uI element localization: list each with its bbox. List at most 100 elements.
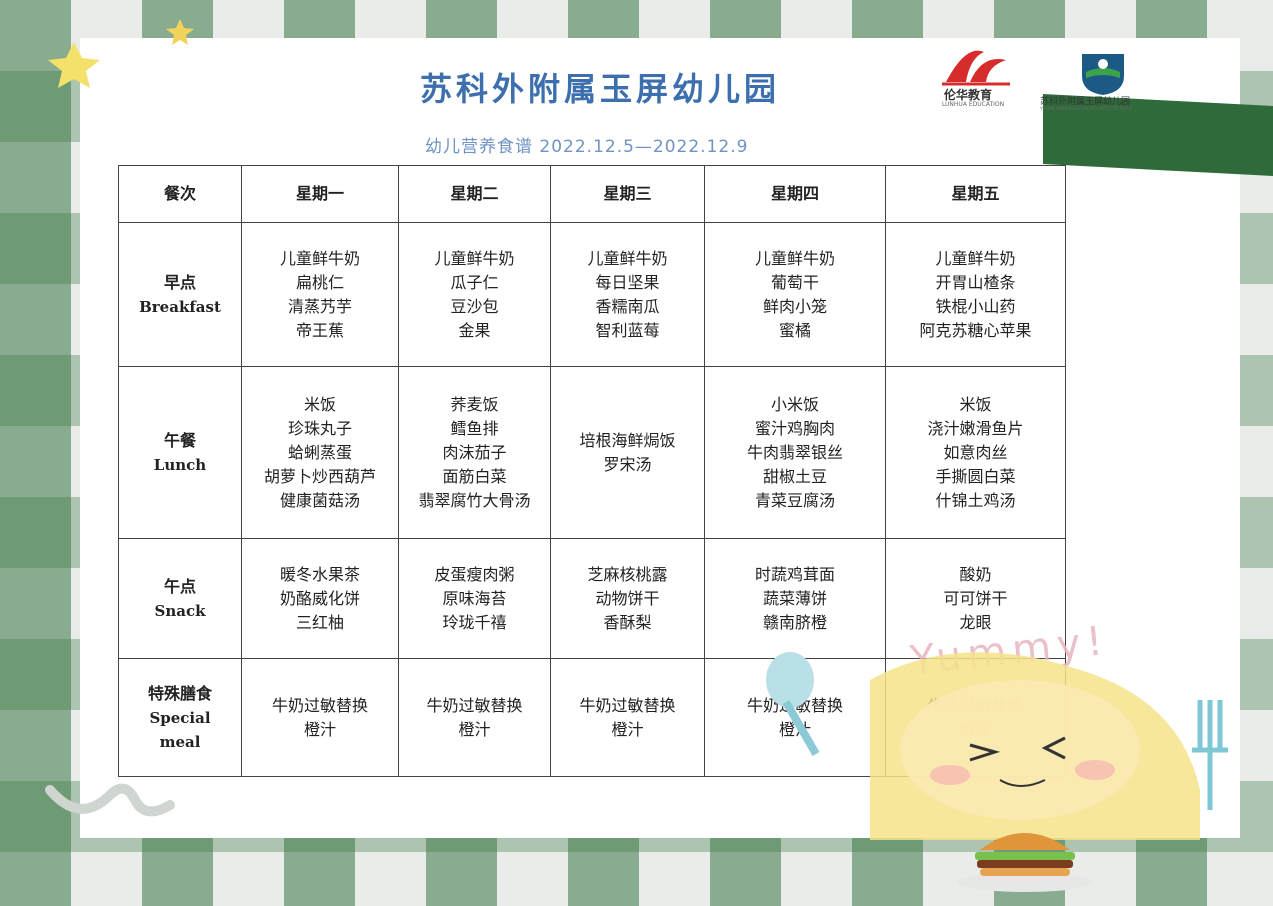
table-row: 午餐 Lunch 米饭 珍珠丸子 蛤蜊蒸蛋 胡萝卜炒西葫芦 健康菌菇汤 荞麦饭 鳕鱼排 肉沫茄子面… [118,366,1066,539]
menu-item: 儿童鲜牛奶 [279,248,360,268]
menu-item: 儿童鲜牛奶 [587,248,668,268]
menu-item: 赣南脐橙 [762,612,827,632]
menu-item: 儿童鲜牛奶 [754,248,835,268]
menu-item: 培根海鲜焗饭 [579,430,676,450]
swirl-decoration [45,783,175,817]
menu-item: 蔬菜薄饼 [762,588,827,608]
school-badge [1082,54,1124,95]
menu-cell: 牛奶过敏替换橙汁 [398,658,551,777]
menu-cell: 牛奶过敏替换橙汁 [550,658,705,777]
menu-item: 酸奶 [959,564,992,584]
menu-cell: 培根海鲜焗饭 罗宋汤 [550,366,705,539]
meal-label-en: Snack [154,601,206,620]
meal-label: 午点 Snack [118,538,242,659]
menu-item: 米饭 [959,394,992,414]
meal-label-en: Breakfast [139,297,221,316]
menu-item: 葡萄干 [770,272,819,292]
menu-item: 皮蛋瘦肉粥 [434,564,515,584]
column-header: 星期五 [885,165,1066,223]
meal-label: 早点 Breakfast [118,222,242,367]
menu-cell: 儿童鲜牛奶 每日坚果 香糯南瓜 智利蓝莓 [550,222,705,367]
burger-icon [957,833,1093,892]
meal-label: 特殊膳食 Special meal [118,658,242,777]
menu-item: 三红柚 [295,612,344,632]
menu-item: 面筋白菜 [442,466,507,486]
menu-item: 牛奶过敏替换 [579,695,676,715]
menu-item: 蛤蜊蒸蛋 [287,442,352,462]
menu-item: 橙汁 [303,719,336,739]
menu-item: 原味海苔 [442,588,507,608]
menu-item: 蜜汁鸡胸肉 [754,418,835,438]
menu-cell: 时蔬鸡茸面 蔬菜薄饼 赣南脐橙 [704,538,886,659]
meal-label-cn: 午点 [163,576,196,596]
menu-item: 青菜豆腐汤 [754,490,835,510]
menu-item: 浇汁嫩滑鱼片 [927,418,1024,438]
menu-item: 芝麻核桃露 [587,564,668,584]
menu-cell: 小米饭蜜汁鸡胸肉牛肉翡翠银丝 甜椒土豆青菜豆腐汤 [704,366,886,539]
child-illustration [766,652,1228,840]
menu-cell: 米饭浇汁嫩滑鱼片 如意肉丝手撕圆白菜什锦土鸡汤 [885,366,1066,539]
menu-cell: 皮蛋瘦肉粥原味海苔玲珑千禧 [398,538,551,659]
column-header: 星期一 [241,165,399,223]
lunhua-logo-text: 伦华教育 [944,88,993,102]
menu-item: 如意肉丝 [943,442,1008,462]
menu-cell: 酸奶 可可饼干 龙眼 [885,538,1066,659]
menu-item: 奶酪威化饼 [279,588,360,608]
menu-item: 龙眼 [959,612,992,632]
meal-label-en: Lunch [153,455,207,474]
menu-item: 小米饭 [770,394,819,414]
star-icon [166,19,194,45]
menu-item: 瓜子仁 [450,272,499,292]
table-row: 早点 Breakfast 儿童鲜牛奶 扁桃仁 清蒸艿芋 帝王蕉 儿童鲜牛奶 瓜子仁 豆沙包 金果儿… [118,222,1066,367]
lunhua-logo [942,50,1010,86]
menu-cell: 儿童鲜牛奶葡萄干鲜肉小笼蜜橘 [704,222,886,367]
meal-label-cn: 午餐 [163,430,196,450]
meal-label-en: Special meal [149,708,211,751]
menu-item: 牛肉翡翠银丝 [746,442,843,462]
meal-label: 午餐 Lunch [118,366,242,539]
meal-label-cn: 特殊膳食 [147,683,212,703]
menu-item: 豆沙包 [450,296,499,316]
menu-cell: 荞麦饭 鳕鱼排 肉沫茄子 面筋白菜 翡翠腐竹大骨汤 [398,366,551,539]
menu-item: 帝王蕉 [295,320,344,340]
menu-item: 蜜橘 [778,320,811,340]
menu-item: 每日坚果 [595,272,660,292]
menu-item: 甜椒土豆 [762,466,827,486]
menu-table: 餐次 星期一 星期二 星期三 星期四 星期五 早点 Breakfast 儿童鲜牛奶扁… [118,165,1066,777]
menu-item: 扁桃仁 [295,272,344,292]
menu-cell: 米饭 珍珠丸子 蛤蜊蒸蛋 胡萝卜炒西葫芦 健康菌菇汤 [241,366,399,539]
menu-item: 胡萝卜炒西葫芦 [263,466,376,486]
menu-item: 铁棍小山药 [935,296,1016,316]
menu-item: 牛奶过敏替换 [426,695,523,715]
menu-item: 香酥梨 [603,612,652,632]
table-row: 午点 Snack 暖冬水果茶 奶酪威化饼 三红柚 皮蛋瘦肉粥 原味海苔 玲珑千禧 芝麻核桃露 动物… [118,538,1066,659]
menu-cell: 芝麻核桃露 动物饼干 香酥梨 [550,538,705,659]
menu-item: 开胃山楂条 [935,272,1016,292]
star-icon [48,42,100,88]
meal-label-cn: 早点 [163,272,196,292]
menu-item: 橙汁 [458,719,491,739]
menu-item: 可可饼干 [943,588,1008,608]
table-header-row: 餐次 星期一 星期二 星期三 星期四 星期五 [118,165,1066,223]
menu-item: 翡翠腐竹大骨汤 [418,490,531,510]
menu-item: 肉沫茄子 [442,442,507,462]
menu-item: 牛奶过敏替换 [271,695,368,715]
menu-cell: 儿童鲜牛奶扁桃仁清蒸艿芋帝王蕉 [241,222,399,367]
school-badge-text: 苏科外附属玉屏幼儿园 [1040,97,1131,107]
menu-item: 鲜肉小笼 [762,296,827,316]
menu-item: 玲珑千禧 [442,612,507,632]
menu-item: 手撕圆白菜 [935,466,1016,486]
menu-item: 清蒸艿芋 [287,296,352,316]
menu-cell: 牛奶过敏替换橙汁 [241,658,399,777]
column-header: 星期二 [398,165,551,223]
menu-item: 儿童鲜牛奶 [434,248,515,268]
menu-item: 阿克苏糖心苹果 [919,320,1032,340]
menu-item: 米饭 [303,394,336,414]
menu-item: 什锦土鸡汤 [935,490,1016,510]
menu-item: 香糯南瓜 [595,296,660,316]
menu-item: 暖冬水果茶 [279,564,360,584]
page-subtitle: 幼儿营养食谱 2022.12.5—2022.12.9 [425,137,749,157]
column-header: 餐次 [118,165,242,223]
menu-item: 橙汁 [611,719,644,739]
menu-item: 金果 [458,320,491,340]
